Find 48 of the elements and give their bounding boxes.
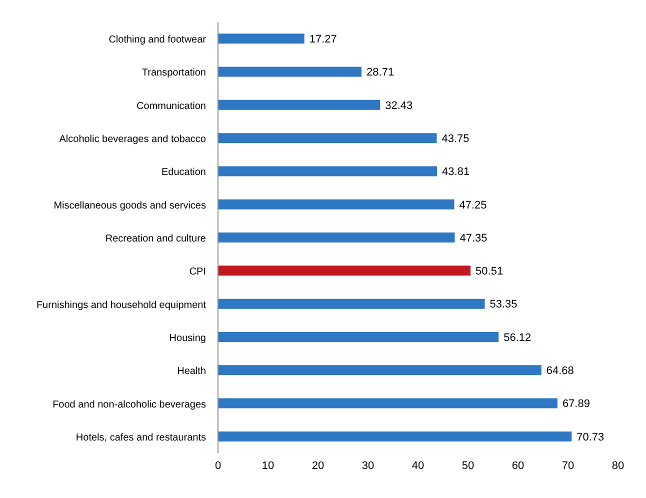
y-tick-label: Housing: [169, 332, 206, 344]
data-label: 32.43: [385, 100, 413, 112]
bar: [218, 66, 362, 77]
data-label: 43.75: [442, 132, 470, 145]
x-tick-label: 10: [262, 460, 274, 472]
y-tick-label: Recreation and culture: [105, 234, 206, 244]
bar: [218, 232, 455, 243]
x-tick-label: 80: [612, 460, 624, 472]
y-tick-label: Transportation: [142, 68, 206, 79]
x-tick-label: 30: [362, 460, 374, 472]
data-label: 70.73: [576, 431, 604, 444]
y-tick-label: Health: [177, 366, 206, 378]
y-tick-label: Food and non-alcoholic beverages: [52, 399, 206, 410]
bar: [218, 398, 558, 408]
bar: [218, 298, 485, 309]
data-label: 47.25: [459, 199, 487, 212]
y-tick-label: Hotels, cafes and restaurants: [76, 432, 206, 444]
y-tick-label: Communication: [136, 100, 206, 112]
y-tick-label: Clothing and footwear: [108, 34, 207, 46]
bar: [218, 431, 572, 442]
bar: [218, 199, 454, 210]
bar: [218, 365, 542, 376]
data-label: 28.71: [366, 66, 394, 79]
data-label: 47.35: [460, 232, 488, 244]
y-tick-label: Miscellaneous goods and services: [54, 200, 206, 212]
y-tick-label: Furnishings and household equipment: [36, 300, 206, 311]
data-label: 43.81: [442, 166, 470, 178]
x-tick-label: 40: [412, 460, 424, 472]
y-tick-label: Alcoholic beverages and tobacco: [59, 134, 206, 146]
x-tick-label: 50: [462, 460, 474, 472]
y-tick-label: Education: [162, 167, 206, 178]
data-label: 53.35: [490, 298, 518, 311]
y-tick-label: CPI: [189, 266, 206, 278]
x-tick-label: 60: [512, 460, 524, 472]
data-label: 64.68: [546, 365, 574, 378]
bar: [218, 34, 304, 44]
bar: [218, 166, 438, 176]
bar: [218, 332, 499, 342]
data-label: 56.12: [504, 332, 532, 344]
data-label: 17.27: [309, 34, 337, 46]
data-label: 50.51: [476, 266, 504, 278]
x-tick-label: 20: [312, 460, 324, 472]
bar: [218, 266, 471, 276]
data-label: 67.89: [562, 398, 590, 410]
x-tick-label: 70: [562, 460, 574, 472]
bar: [218, 100, 380, 110]
x-tick-label: 0: [214, 460, 222, 472]
bar: [218, 133, 437, 144]
